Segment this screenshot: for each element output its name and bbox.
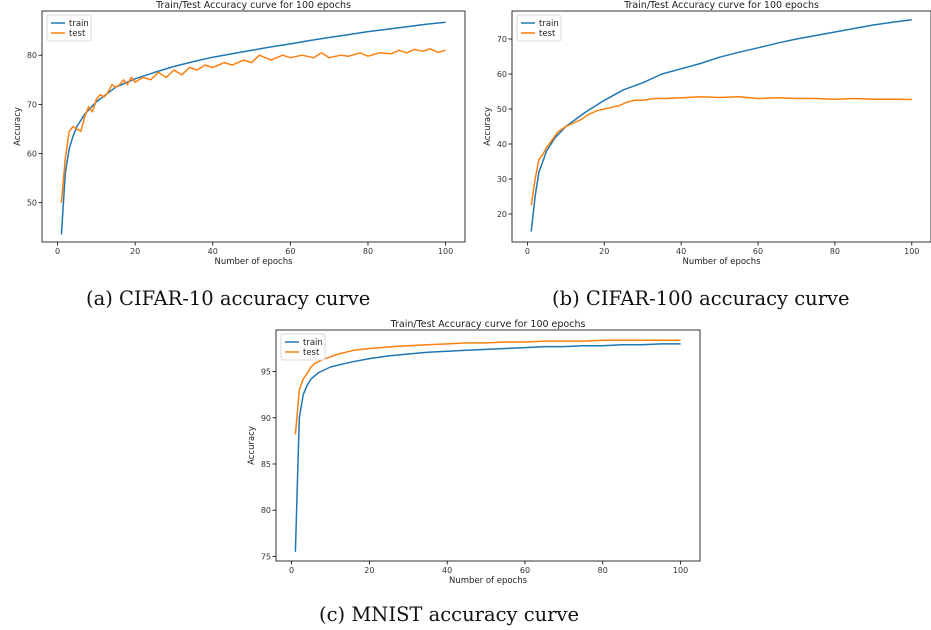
series-line-train: [530, 19, 912, 232]
x-tick-label: 40: [208, 247, 218, 256]
legend-label-test: test: [539, 29, 556, 39]
x-tick-label: 0: [289, 566, 294, 575]
x-tick-label: 40: [442, 566, 452, 575]
y-tick-label: 20: [497, 210, 507, 219]
series-line-test: [60, 48, 446, 203]
chart-panel-cifar10: Train/Test Accuracy curve for 100 epochs…: [0, 0, 466, 272]
chart-cifar10: Train/Test Accuracy curve for 100 epochs…: [13, 0, 466, 267]
legend-box: [280, 333, 326, 361]
x-tick-label: 0: [525, 247, 530, 256]
plot-frame: [511, 10, 931, 243]
chart-panel-mnist: Train/Test Accuracy curve for 100 epochs…: [235, 318, 701, 590]
x-tick-label: 20: [364, 566, 374, 575]
y-tick-label: 80: [27, 51, 37, 60]
x-axis-label: Number of epochs: [682, 257, 761, 267]
y-tick-label: 40: [497, 140, 507, 149]
plot-frame: [275, 329, 701, 562]
legend-label-train: train: [69, 19, 89, 29]
series-line-train: [60, 21, 446, 235]
y-axis-label: Accuracy: [247, 426, 257, 465]
legend-label-test: test: [69, 29, 86, 39]
x-tick-label: 100: [904, 247, 919, 256]
series-line-test: [530, 96, 912, 206]
x-tick-label: 80: [830, 247, 840, 256]
legend-label-train: train: [303, 338, 323, 348]
x-tick-label: 20: [599, 247, 609, 256]
chart-title: Train/Test Accuracy curve for 100 epochs: [390, 319, 586, 330]
y-tick-label: 60: [497, 70, 507, 79]
caption-mnist: (c) MNIST accuracy curve: [319, 603, 580, 626]
legend-box: [516, 14, 562, 42]
x-tick-label: 100: [438, 247, 453, 256]
x-tick-label: 60: [753, 247, 763, 256]
caption-cifar100: (b) CIFAR-100 accuracy curve: [552, 287, 850, 310]
legend-label-train: train: [539, 19, 559, 29]
y-axis-label: Accuracy: [13, 107, 23, 146]
y-tick-label: 85: [261, 460, 271, 469]
series-line-train: [294, 343, 681, 552]
caption-cifar10: (a) CIFAR-10 accuracy curve: [86, 287, 371, 310]
x-axis-label: Number of epochs: [214, 257, 293, 267]
y-tick-label: 70: [497, 35, 507, 44]
y-axis-label: Accuracy: [483, 107, 493, 146]
y-tick-label: 30: [497, 175, 507, 184]
y-tick-label: 80: [261, 506, 271, 515]
x-tick-label: 80: [363, 247, 373, 256]
chart-panel-cifar100: Train/Test Accuracy curve for 100 epochs…: [470, 0, 931, 272]
y-tick-label: 75: [261, 552, 271, 561]
x-tick-label: 60: [520, 566, 530, 575]
legend-label-test: test: [303, 348, 320, 358]
legend-box: [46, 14, 92, 42]
x-tick-label: 40: [676, 247, 686, 256]
chart-title: Train/Test Accuracy curve for 100 epochs: [623, 0, 819, 11]
x-tick-label: 100: [673, 566, 688, 575]
chart-mnist: Train/Test Accuracy curve for 100 epochs…: [247, 319, 701, 586]
plot-frame: [41, 10, 466, 243]
chart-cifar100: Train/Test Accuracy curve for 100 epochs…: [483, 0, 931, 267]
chart-title: Train/Test Accuracy curve for 100 epochs: [155, 0, 351, 11]
y-tick-label: 50: [27, 199, 37, 208]
y-tick-label: 90: [261, 414, 271, 423]
x-tick-label: 60: [285, 247, 295, 256]
x-tick-label: 20: [130, 247, 140, 256]
x-axis-label: Number of epochs: [449, 576, 528, 586]
x-tick-label: 80: [598, 566, 608, 575]
y-tick-label: 60: [27, 150, 37, 159]
y-tick-label: 70: [27, 100, 37, 109]
y-tick-label: 50: [497, 105, 507, 114]
y-tick-label: 95: [261, 368, 271, 377]
x-tick-label: 0: [55, 247, 60, 256]
series-line-test: [294, 339, 681, 435]
